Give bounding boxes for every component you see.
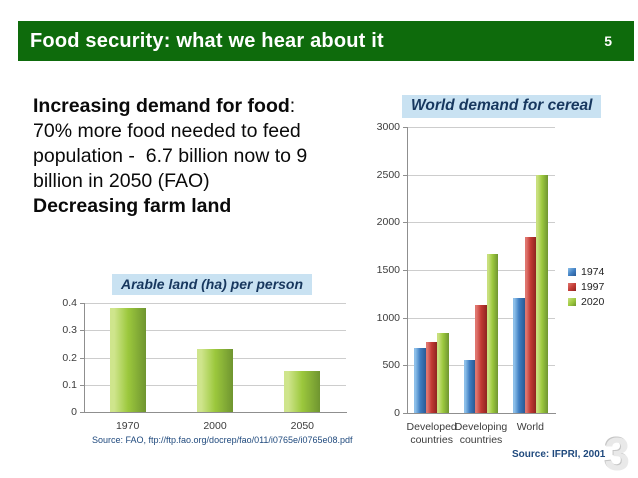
y-axis-line [84,303,85,412]
intro-line-1: Increasing demand for food: [33,94,307,119]
x-axis-line [407,413,556,414]
y-axis-tick [80,384,84,386]
chart-bar-1997 [475,305,487,413]
cereal-demand-chart-title: World demand for cereal [402,95,602,118]
y-axis-label: 1000 [376,311,400,324]
grid-line [84,303,346,304]
cereal-demand-chart: World demand for cereal Source: IFPRI, 2… [362,92,638,478]
arable-land-chart-title: Arable land (ha) per person [112,274,313,295]
legend-swatch-1997 [568,283,576,291]
chart-bar-1997 [524,236,537,413]
grid-line [84,330,346,332]
y-axis-label: 0 [71,406,77,418]
y-axis-tick [80,357,84,359]
chart-bar-2020 [437,332,449,413]
y-axis-label: 0.2 [62,351,77,364]
y-axis-label: 0.3 [62,324,77,337]
grid-line [407,127,555,128]
legend-swatch-1974 [568,268,576,276]
legend-label-2020: 2020 [581,296,605,308]
y-axis-tick [403,222,407,224]
y-axis-tick [80,412,84,413]
x-axis-label: 2000 [203,420,227,432]
y-axis-tick [403,317,407,319]
slide-title-bar: Food security: what we hear about it 5 [18,21,634,61]
chart-bar-1974 [463,359,476,413]
legend-label-1997: 1997 [581,281,605,293]
intro-line-1-bold: Increasing demand for food [33,95,290,117]
slide-title: Food security: what we hear about it [30,29,384,52]
grid-line [407,174,555,176]
chart-bar-1974 [414,348,426,413]
x-axis-label: Developing countries [454,421,508,446]
y-axis-label: 1500 [376,264,400,276]
y-axis-tick [403,413,407,414]
chart-bar [109,308,146,412]
legend-item: 2020 [568,295,604,309]
legend-label-1974: 1974 [581,266,605,278]
intro-line-5: Decreasing farm land [33,195,232,217]
x-axis-label: 1970 [115,420,140,432]
intro-text-block: Increasing demand for food: 70% more foo… [33,94,307,219]
ifpri-source-text: Source: IFPRI, 2001 [512,449,606,460]
y-axis-tick [403,174,407,176]
fao-source-text: Source: FAO, ftp://ftp.fao.org/docrep/fa… [92,435,353,445]
y-axis-line [407,127,408,413]
y-axis-tick [403,127,407,128]
y-axis-label: 3000 [376,121,400,133]
chart-bar [197,349,233,412]
x-axis-line [84,412,347,413]
slide-number-watermark: 3 [604,428,630,478]
y-axis-label: 2000 [376,216,400,229]
y-axis-label: 2500 [376,168,400,181]
legend-item: 1997 [568,280,604,294]
y-axis-label: 500 [382,359,400,372]
y-axis-label: 0.1 [62,378,77,391]
intro-line-4: billion in 2050 (FAO) [33,170,210,192]
grid-line [407,222,555,224]
x-axis-label: 2050 [290,420,314,432]
y-axis-label: 0 [394,407,400,419]
chart-bar-2020 [536,174,548,413]
intro-line-2: 70% more food needed to feed [33,120,301,142]
y-axis-tick [80,330,84,332]
grid-line [407,270,555,271]
chart-bar-2020 [486,253,499,413]
chart-bar-1974 [513,297,525,413]
intro-line-1-colon: : [289,95,296,117]
y-axis-tick [403,365,407,367]
y-axis-label: 0.4 [62,297,77,309]
chart-bar [284,371,321,412]
y-axis-tick [80,303,84,304]
arable-land-chart: Arable land (ha) per person Source: FAO,… [60,272,360,472]
slide-number-header: 5 [604,33,612,49]
intro-line-3: population - 6.7 billion now to 9 [33,145,308,167]
chart-bar-1997 [425,341,438,413]
legend-item: 1974 [568,265,604,279]
x-axis-label: Developed countries [406,421,457,446]
legend-swatch-2020 [568,298,576,306]
x-axis-label: World [516,421,544,433]
y-axis-tick [403,270,407,271]
